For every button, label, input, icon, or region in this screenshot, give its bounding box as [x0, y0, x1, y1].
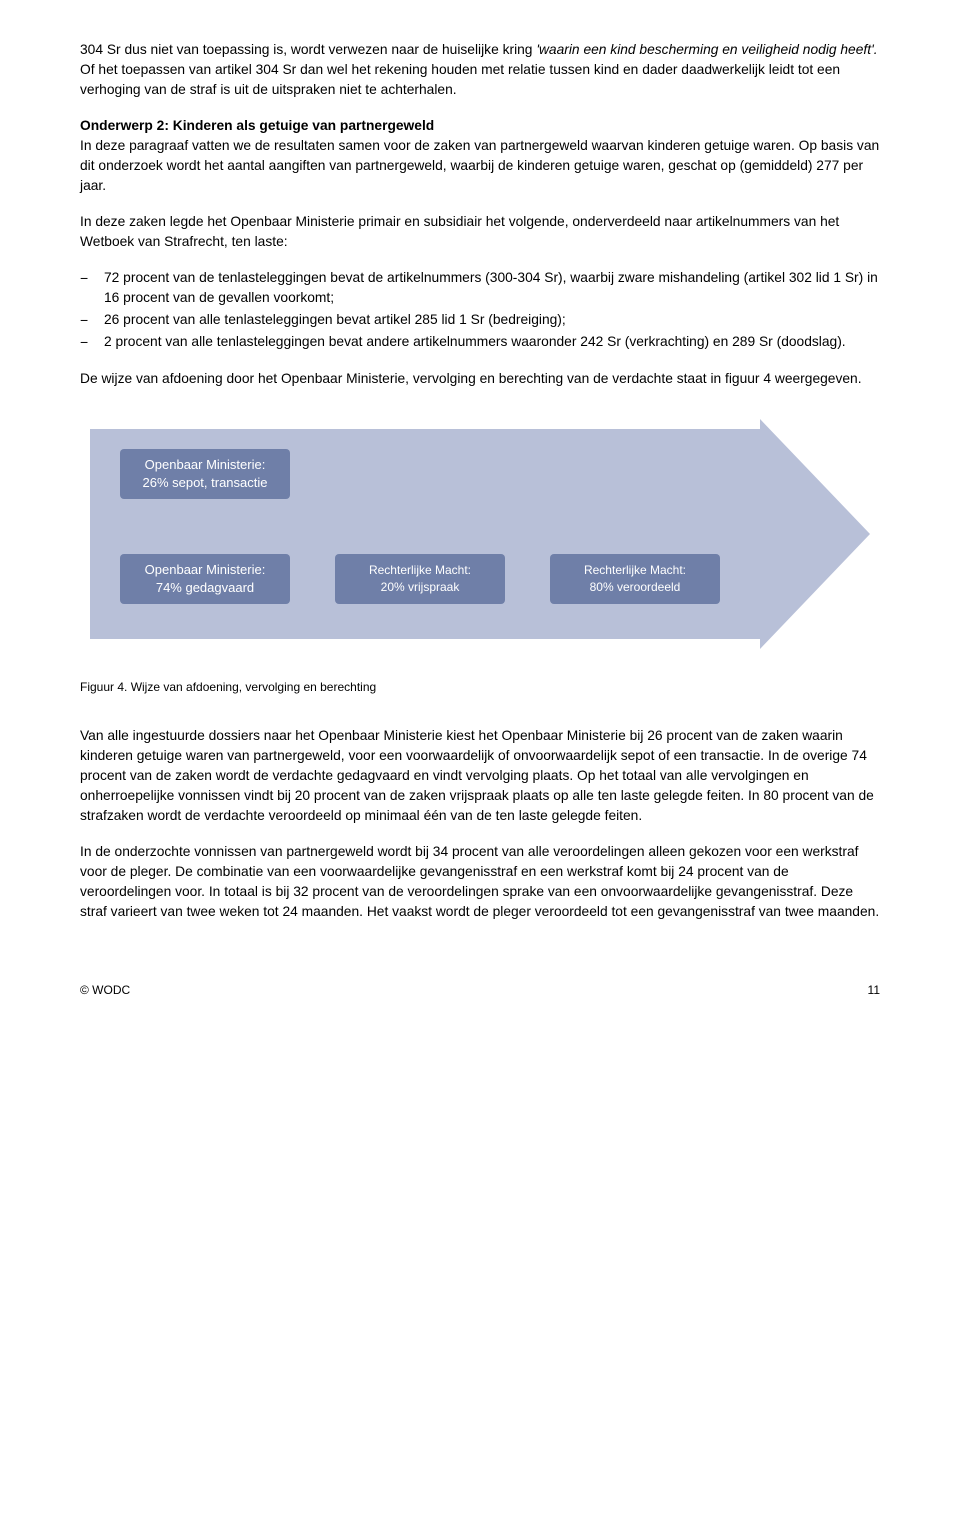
list-item: − 72 procent van de tenlasteleggingen be…	[80, 268, 880, 308]
box-line2: 74% gedagvaard	[156, 579, 254, 597]
charge-list: − 72 procent van de tenlasteleggingen be…	[80, 268, 880, 353]
box-line1: Openbaar Ministerie:	[145, 561, 266, 579]
list-item: − 26 procent van alle tenlasteleggingen …	[80, 310, 880, 330]
box-line2: 20% vrijspraak	[381, 579, 460, 595]
dash-icon: −	[80, 332, 104, 352]
diagram-box-om-gedagvaard: Openbaar Ministerie: 74% gedagvaard	[120, 554, 290, 604]
section-2: Onderwerp 2: Kinderen als getuige van pa…	[80, 116, 880, 196]
p1-post: Of het toepassen van artikel 304 Sr dan …	[80, 62, 840, 97]
figure-4-caption: Figuur 4. Wijze van afdoening, vervolgin…	[80, 679, 880, 696]
paragraph-2: In deze paragraaf vatten we de resultate…	[80, 138, 879, 193]
paragraph-3: In deze zaken legde het Openbaar Ministe…	[80, 212, 880, 252]
diagram-box-rm-vrijspraak: Rechterlijke Macht: 20% vrijspraak	[335, 554, 505, 604]
footer-page-number: 11	[868, 982, 880, 999]
paragraph-1: 304 Sr dus niet van toepassing is, wordt…	[80, 40, 880, 100]
paragraph-6: In de onderzochte vonnissen van partnerg…	[80, 842, 880, 922]
list-item-text: 26 procent van alle tenlasteleggingen be…	[104, 310, 880, 330]
heading-onderwerp-2: Onderwerp 2: Kinderen als getuige van pa…	[80, 118, 434, 133]
box-line2: 80% veroordeeld	[590, 579, 681, 595]
page-footer: © WODC 11	[80, 982, 880, 999]
list-item-text: 2 procent van alle tenlasteleggingen bev…	[104, 332, 880, 352]
dash-icon: −	[80, 268, 104, 288]
list-item: − 2 procent van alle tenlasteleggingen b…	[80, 332, 880, 352]
p1-pre: 304 Sr dus niet van toepassing is, wordt…	[80, 42, 536, 57]
list-item-text: 72 procent van de tenlasteleggingen beva…	[104, 268, 880, 308]
diagram-box-rm-veroordeeld: Rechterlijke Macht: 80% veroordeeld	[550, 554, 720, 604]
paragraph-5: Van alle ingestuurde dossiers naar het O…	[80, 726, 880, 826]
box-line1: Rechterlijke Macht:	[369, 562, 471, 578]
figure-4-arrow-diagram: Openbaar Ministerie: 26% sepot, transact…	[80, 419, 880, 649]
box-line2: 26% sepot, transactie	[142, 474, 267, 492]
footer-copyright: © WODC	[80, 982, 130, 999]
box-line1: Rechterlijke Macht:	[584, 562, 686, 578]
diagram-box-om-sepot: Openbaar Ministerie: 26% sepot, transact…	[120, 449, 290, 499]
dash-icon: −	[80, 310, 104, 330]
box-line1: Openbaar Ministerie:	[145, 456, 266, 474]
paragraph-4: De wijze van afdoening door het Openbaar…	[80, 369, 880, 389]
p1-italic: 'waarin een kind bescherming en veilighe…	[536, 42, 877, 57]
